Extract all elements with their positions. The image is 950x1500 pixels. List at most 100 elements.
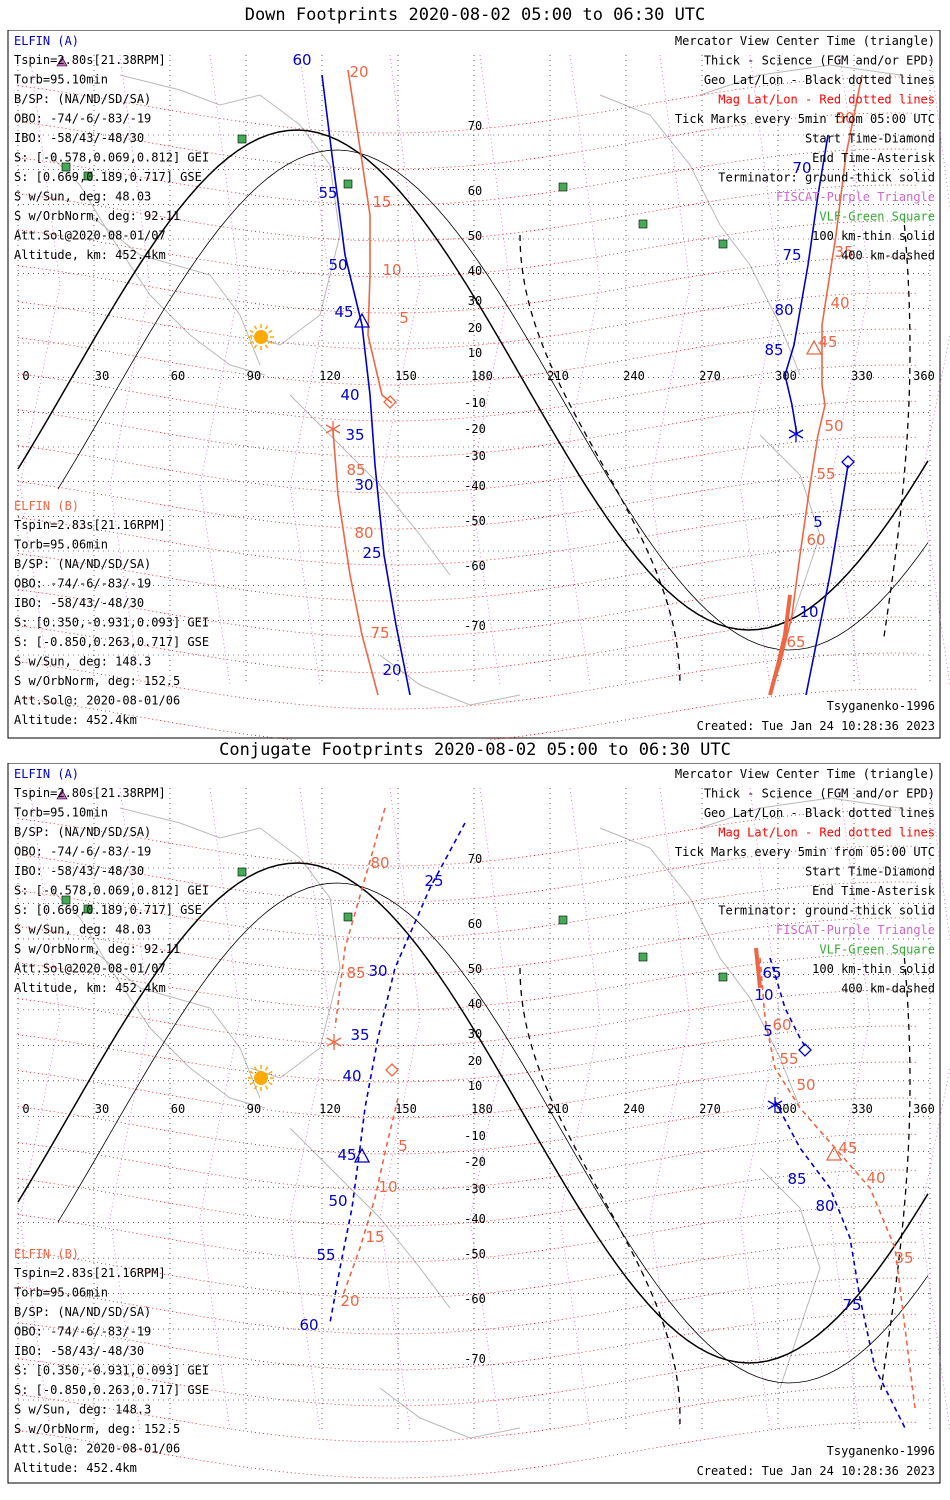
start-time-diamond-icon [385, 1063, 399, 1077]
end-time-asterisk-icon [325, 424, 341, 434]
legend-entry: End Time-Asterisk [812, 151, 936, 165]
lat-tick-label: -10 [464, 1129, 486, 1143]
elfin-b-tick-label: 80 [370, 854, 389, 872]
elfin-a-tick-label: 60 [299, 1316, 318, 1334]
mag-parallel [17, 845, 919, 903]
mag-meridian [649, 787, 691, 1431]
end-time-asterisk-icon [767, 1100, 783, 1110]
vlf-station-marker [61, 162, 71, 172]
center-time-triangle-icon [825, 1145, 843, 1161]
elfin-b-tick-label: 80 [354, 524, 373, 542]
lat-tick-label: -30 [464, 449, 486, 463]
elfin-a-info-line: B/SP: (NA/ND/SD/SA) [14, 92, 151, 106]
elfin-b-tick-label: 10 [378, 1178, 397, 1196]
elfin-a-tick-label: 40 [340, 386, 359, 404]
lon-tick-label: 150 [395, 369, 417, 383]
elfin-b-tick-label: 60 [806, 531, 825, 549]
lon-tick-label: 30 [95, 1102, 109, 1116]
center-time-triangle-icon [353, 312, 371, 328]
elfin-b-info-line: S w/Sun, deg: 148.3 [14, 655, 151, 669]
elfin-b-info-line: B/SP: (NA/ND/SD/SA) [14, 1305, 151, 1319]
elfin-b-info-line: IBO: -58/43/-48/30 [14, 596, 144, 610]
mag-parallel [17, 809, 919, 867]
elfin-a-tick-label: 65 [762, 964, 781, 982]
mag-parallel [17, 400, 919, 458]
mag-parallel [17, 472, 919, 530]
elfin-b-info-line: S w/Sun, deg: 148.3 [14, 1403, 151, 1417]
legend-entry: Mercator View Center Time (triangle) [675, 34, 935, 48]
lon-tick-label: 60 [171, 1102, 185, 1116]
sun-ray [249, 329, 254, 334]
elfin-a-info-line: Att.Sol@2020-08-01/07 [14, 962, 166, 976]
sun-ray [264, 344, 269, 349]
elfin-a-info-line: Torb=95.10min [14, 806, 108, 820]
elfin-b-tick-label: 50 [796, 1076, 815, 1094]
elfin-a-tick-label: 40 [342, 1067, 361, 1085]
legend-entry: FISCAT-Purple Triangle [776, 923, 935, 937]
elfin-b-info-line: S: [0.350,-0.931,0.093] GEI [14, 616, 209, 630]
sun-icon [254, 1071, 268, 1085]
legend-entry: VLF-Green Square [819, 210, 935, 224]
sun-ray [253, 325, 258, 330]
elfin-a-name: ELFIN (A) [14, 767, 79, 781]
elfin-a-info-line: OBO: -74/-6/-83/-19 [14, 845, 151, 859]
end-time-asterisk-icon [326, 1037, 342, 1047]
elfin-b-info-line: Torb=95.06min [14, 538, 108, 552]
vlf-station-marker [343, 912, 353, 922]
elfin-a-info-line: IBO: -58/43/-48/30 [14, 864, 144, 878]
elfin-b-info-line: Att.Sol@: 2020-08-01/06 [14, 694, 180, 708]
legend-entry: Mag Lat/Lon - Red dotted lines [718, 826, 935, 840]
map-conjugate-footprints: 0 30 60 90 120 150 180 210 240 270 300 330 360 70 60 50… [7, 763, 950, 1484]
elfin-b-info-line: Torb=95.06min [14, 1286, 108, 1300]
mag-parallel [17, 1169, 919, 1227]
lat-tick-label: -60 [464, 559, 486, 573]
elfin-a-tick-label: 25 [362, 544, 381, 562]
elfin-b-tick-label: 40 [866, 1169, 885, 1187]
elfin-b-tick-label: 55 [779, 1050, 798, 1068]
elfin-b-info-line: IBO: -58/43/-48/30 [14, 1344, 144, 1358]
elfin-a-tick-label: 5 [813, 513, 823, 531]
sun-ray [264, 1085, 269, 1090]
lat-tick-label: -20 [464, 422, 486, 436]
elfin-b-info-line: S w/OrbNorm, deg: 152.5 [14, 674, 180, 688]
coastline [699, 64, 901, 96]
elfin-b-tick-label: 40 [830, 294, 849, 312]
fiscat-triangle-icon [56, 789, 68, 800]
lat-tick-label: -10 [464, 396, 486, 410]
mag-parallel [17, 1097, 919, 1155]
vlf-station-marker [343, 179, 353, 189]
elfin-b-tick-label: 45 [818, 333, 837, 351]
terminator-400km-east [882, 224, 911, 642]
lon-tick-label: 30 [95, 369, 109, 383]
elfin-a-tick-label: 50 [328, 1192, 347, 1210]
elfin-b-tick-label: 15 [365, 1228, 384, 1246]
elfin-b-conj-track-west [334, 807, 386, 1029]
terminator-100km [57, 882, 929, 1384]
vlf-station-marker [558, 915, 568, 925]
elfin-a-tick-label: 80 [774, 301, 793, 319]
vlf-station-marker [718, 239, 728, 249]
legend-entry: 100 km-thin solid [812, 229, 935, 243]
lon-tick-label: 330 [851, 369, 873, 383]
lon-tick-label: 270 [699, 1102, 721, 1116]
mag-parallel [17, 917, 919, 975]
elfin-a-info-line: Torb=95.10min [14, 73, 108, 87]
legend-entry: Terminator: ground-thick solid [718, 904, 935, 918]
elfin-b-info-line: S w/OrbNorm, deg: 152.5 [14, 1422, 180, 1436]
lat-tick-label: 60 [468, 184, 482, 198]
sun-ray [253, 344, 258, 349]
mag-parallel [17, 580, 919, 638]
terminator-ground [17, 862, 929, 1364]
lat-tick-label: 60 [468, 917, 482, 931]
legend-entry: Mag Lat/Lon - Red dotted lines [718, 93, 935, 107]
created-timestamp: Created: Tue Jan 24 10:28:36 2023 [697, 1464, 935, 1478]
legend-entry: Start Time-Diamond [805, 132, 935, 146]
elfin-b-tick-label: 30 [835, 109, 854, 127]
coastline [599, 827, 801, 1109]
vlf-station-marker [61, 895, 71, 905]
lon-tick-label: 90 [247, 369, 261, 383]
vlf-station-marker [638, 219, 648, 229]
fiscat-triangle-icon [56, 56, 68, 67]
center-time-triangle-icon [353, 1147, 371, 1163]
elfin-a-info-line: Altitude, km: 452.4km [14, 981, 166, 995]
